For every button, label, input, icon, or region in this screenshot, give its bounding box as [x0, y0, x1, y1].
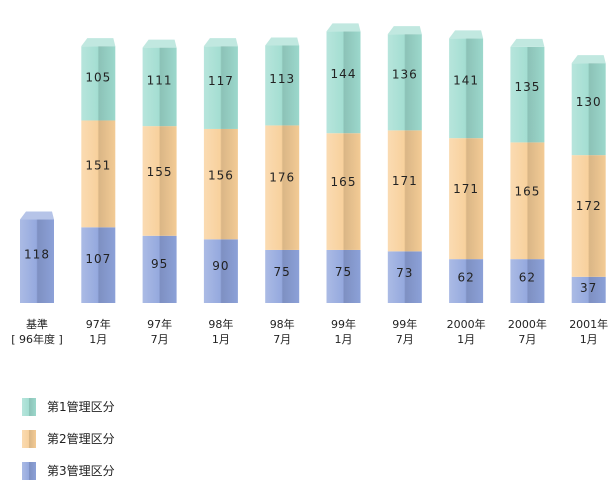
bar-第3管理区分-3	[203, 239, 238, 303]
bar-第1管理区分-7	[449, 38, 484, 139]
bar-第1管理区分-6	[387, 34, 422, 131]
bar-第3管理区分-4	[265, 249, 300, 303]
bar-cap-6	[387, 26, 422, 35]
x-tick-sublabel: 7月	[151, 333, 169, 346]
value-label: 135	[514, 80, 540, 94]
x-tick-sublabel: 7月	[273, 333, 291, 346]
value-label: 107	[85, 252, 111, 266]
value-label: 75	[335, 265, 352, 279]
x-tick-group: 基準[ 96年度 ] 97年 1月 97年 7月 98年 1月 98年 7月 99年 1月 99年 7月…	[11, 317, 608, 346]
bar-cap-2	[142, 39, 177, 48]
value-label: 37	[580, 281, 597, 295]
bar-cap-8	[510, 38, 545, 47]
value-label: 165	[514, 184, 540, 198]
x-tick-label: 基準	[26, 317, 48, 331]
bar-第3管理区分-0	[20, 219, 54, 303]
bar-第3管理区分-1	[81, 227, 116, 303]
value-label: 73	[396, 266, 413, 280]
legend-label: 第2管理区分	[47, 431, 115, 446]
value-label: 75	[274, 265, 291, 279]
bar-第2管理区分-2	[142, 126, 177, 236]
x-tick-label: 98年	[208, 317, 233, 331]
value-label: 90	[212, 259, 229, 273]
x-tick-sublabel: 1月	[89, 333, 107, 346]
x-tick-label: 2001年	[569, 317, 608, 331]
value-label: 165	[331, 175, 357, 189]
x-tick-sublabel: 1月	[457, 333, 475, 346]
x-tick-sublabel: 1月	[580, 333, 598, 346]
legend-swatch	[22, 430, 36, 448]
value-label: 62	[457, 271, 474, 285]
value-label: 156	[208, 168, 234, 182]
value-label: 130	[576, 95, 602, 109]
value-label: 144	[331, 67, 357, 81]
value-label-group: 118 107 151 105 95 155 111 90 156 117 75 176 113 75 16…	[24, 67, 602, 295]
bar-第1管理区分-9	[571, 63, 606, 156]
bar-第3管理区分-6	[387, 251, 422, 303]
bar-第3管理区分-7	[449, 259, 484, 303]
x-tick-label: 2000年	[447, 317, 486, 331]
value-label: 105	[85, 70, 111, 84]
value-label: 172	[576, 199, 602, 213]
bar-第2管理区分-1	[81, 120, 116, 228]
bar-cap-1	[81, 38, 116, 47]
x-tick-label: 99年	[331, 317, 356, 331]
value-label: 111	[147, 74, 173, 88]
legend-swatch	[22, 398, 36, 416]
bar-第2管理区分-7	[449, 138, 484, 260]
x-tick-label: 99年	[392, 317, 417, 331]
x-tick-sublabel: [ 96年度 ]	[11, 332, 63, 346]
bar-第1管理区分-5	[326, 31, 361, 134]
bar-第1管理区分-4	[265, 45, 300, 126]
bar-第3管理区分-5	[326, 249, 361, 303]
bar-第3管理区分-9	[571, 276, 606, 303]
value-label: 113	[269, 72, 295, 86]
value-label: 62	[519, 271, 536, 285]
bar-第2管理区分-8	[510, 142, 545, 260]
bar-第3管理区分-2	[142, 235, 177, 303]
value-label: 141	[453, 73, 479, 87]
legend-label: 第1管理区分	[47, 399, 115, 414]
value-label: 136	[392, 68, 418, 82]
bar-第2管理区分-6	[387, 130, 422, 252]
x-tick-sublabel: 1月	[212, 333, 230, 346]
value-label: 118	[24, 248, 50, 262]
x-tick-sublabel: 7月	[518, 333, 536, 346]
bar-cap-5	[326, 23, 361, 32]
value-label: 171	[453, 182, 479, 196]
value-label: 155	[147, 165, 173, 179]
bar-第2管理区分-9	[571, 155, 606, 277]
x-tick-label: 97年	[86, 317, 111, 331]
bar-第1管理区分-2	[142, 47, 177, 127]
bar-cap-3	[203, 38, 238, 47]
bar-cap-4	[265, 37, 300, 46]
value-label: 171	[392, 174, 418, 188]
x-tick-sublabel: 1月	[335, 333, 353, 346]
legend-label: 第3管理区分	[47, 463, 115, 478]
bar-第2管理区分-3	[203, 128, 238, 240]
bar-第1管理区分-3	[203, 46, 238, 129]
bar-第1管理区分-1	[81, 46, 116, 121]
legend-swatch	[22, 462, 36, 480]
value-label: 95	[151, 257, 168, 271]
x-tick-label: 2000年	[508, 317, 547, 331]
x-tick-label: 97年	[147, 317, 172, 331]
x-tick-sublabel: 7月	[396, 333, 414, 346]
x-tick-label: 98年	[270, 317, 295, 331]
value-label: 151	[85, 158, 111, 172]
bar-cap-0	[20, 211, 54, 220]
bar-第2管理区分-5	[326, 133, 361, 250]
bar-cap-9	[571, 55, 606, 64]
bar-第3管理区分-8	[510, 259, 545, 303]
value-label: 117	[208, 74, 234, 88]
bar-cap-7	[449, 30, 484, 39]
value-label: 176	[269, 171, 295, 185]
bar-group	[20, 23, 606, 303]
bar-第1管理区分-8	[510, 46, 545, 143]
bar-第2管理区分-4	[265, 125, 300, 250]
